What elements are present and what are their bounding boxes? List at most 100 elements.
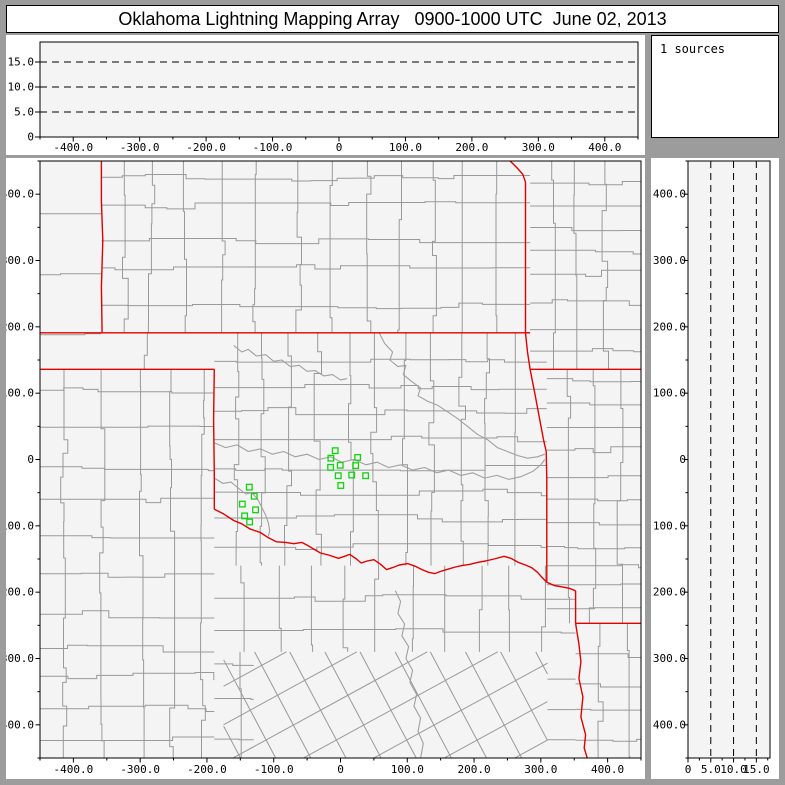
sources-count-label: 1 sources — [660, 42, 726, 56]
county-line — [546, 607, 641, 610]
lma-station-marker — [334, 472, 342, 480]
county-line — [359, 651, 417, 758]
county-line — [289, 651, 347, 758]
county-line — [575, 683, 641, 688]
x-tick-label: -300.0 — [120, 141, 160, 154]
county-line — [40, 497, 215, 504]
y-tick-label: -400.0 — [6, 718, 34, 731]
y-tick-label: 400.0 — [653, 188, 686, 201]
county-line — [530, 299, 641, 306]
county-line — [302, 651, 498, 758]
lma-station-marker — [331, 447, 339, 455]
county-line — [546, 475, 641, 479]
lma-station-marker — [352, 462, 360, 470]
county-line — [40, 333, 102, 336]
lma-station-marker — [250, 492, 258, 500]
county-line — [546, 446, 641, 454]
x-tick-label: -200.0 — [187, 763, 227, 776]
lma-station-marker — [327, 463, 335, 471]
county-line — [143, 332, 148, 370]
y-tick-label: -100.0 — [6, 519, 34, 532]
county-line — [147, 161, 156, 333]
county-line — [214, 628, 576, 634]
county-line — [366, 161, 372, 333]
county-line — [214, 435, 547, 443]
county-line — [546, 498, 641, 502]
altitude-tick-label: 0 — [685, 763, 692, 776]
lma-station-marker — [354, 453, 362, 461]
county-line — [551, 161, 556, 370]
y-tick-label: 200.0 — [653, 320, 686, 333]
plot-background — [688, 161, 770, 758]
county-line — [101, 302, 531, 310]
altitude-tick-label: 15.0 — [8, 56, 35, 69]
county-line — [40, 704, 215, 712]
county-line — [254, 651, 312, 758]
altitude-vs-east-west-plot[interactable]: 15.0 10.0 5.0 0 -400.0 -300.0 -200.0 -100.0 0 100… — [6, 35, 645, 155]
county-line — [402, 332, 408, 566]
county-line — [500, 651, 548, 741]
y-tick-label: -300.0 — [6, 652, 34, 665]
county-line — [575, 653, 641, 658]
state-border-line — [524, 332, 548, 583]
plan-view-map-plot[interactable]: -400.0 -300.0 -200.0 -100.0 0 100.0 200.0 300.0… — [6, 158, 645, 779]
county-line — [478, 565, 483, 652]
x-tick-label: -300.0 — [120, 763, 160, 776]
altitude-tick-label: 15.0 — [743, 763, 770, 776]
y-tick-label: -400.0 — [651, 718, 686, 731]
county-line — [240, 565, 245, 652]
y-tick-label: 300.0 — [653, 254, 686, 267]
county-line — [535, 651, 548, 675]
county-line — [601, 161, 609, 370]
county-line — [221, 161, 226, 333]
county-line — [495, 161, 498, 333]
x-tick-label: 400.0 — [591, 763, 624, 776]
x-tick-label: -400.0 — [53, 141, 93, 154]
x-tick-label: -100.0 — [254, 763, 294, 776]
county-line — [233, 332, 240, 566]
county-line — [370, 332, 379, 566]
lma-station-marker — [362, 472, 370, 480]
right-altitude-panel: 0 5.010.015.0 400.0 300.0 200.0 100.0 0 -100.0 -… — [651, 158, 779, 779]
county-line — [122, 161, 129, 333]
county-line — [259, 332, 266, 566]
county-line — [458, 332, 466, 566]
county-line — [40, 572, 215, 578]
x-tick-label: 100.0 — [391, 763, 424, 776]
lma-station-marker — [246, 518, 254, 526]
county-line — [101, 174, 531, 182]
river-line — [214, 442, 546, 480]
county-line — [575, 708, 641, 711]
county-line — [530, 348, 641, 353]
county-line — [40, 387, 215, 394]
altitude-tick-label: 0 — [27, 131, 34, 144]
y-tick-label: -100.0 — [651, 519, 686, 532]
lma-station-marker — [336, 461, 344, 469]
county-line — [541, 565, 546, 652]
county-line — [546, 378, 641, 383]
county-line — [513, 739, 548, 758]
county-line — [214, 698, 254, 700]
county-line — [40, 535, 215, 539]
y-tick-label: -300.0 — [651, 652, 686, 665]
county-line — [597, 623, 604, 758]
lma-station-marker — [252, 506, 260, 514]
county-line — [232, 651, 428, 758]
x-tick-label: 200.0 — [457, 763, 490, 776]
county-line — [60, 369, 69, 758]
county-line — [484, 332, 490, 566]
county-line — [394, 651, 452, 758]
county-line — [40, 672, 215, 681]
river-line — [378, 332, 545, 459]
state-border-line — [509, 161, 527, 333]
y-tick-label: 0 — [27, 453, 34, 466]
county-line — [252, 161, 257, 333]
plot-background — [40, 42, 638, 137]
county-line — [348, 332, 354, 566]
county-line — [40, 610, 215, 619]
county-line — [214, 738, 254, 741]
altitude-vs-north-south-plot[interactable]: 0 5.010.015.0 400.0 300.0 200.0 100.0 0 -100.0 -… — [651, 158, 779, 779]
county-line — [223, 659, 277, 758]
altitude-tick-label: 5.0 — [701, 763, 721, 776]
altitude-tick-label: 10.0 — [8, 81, 35, 94]
